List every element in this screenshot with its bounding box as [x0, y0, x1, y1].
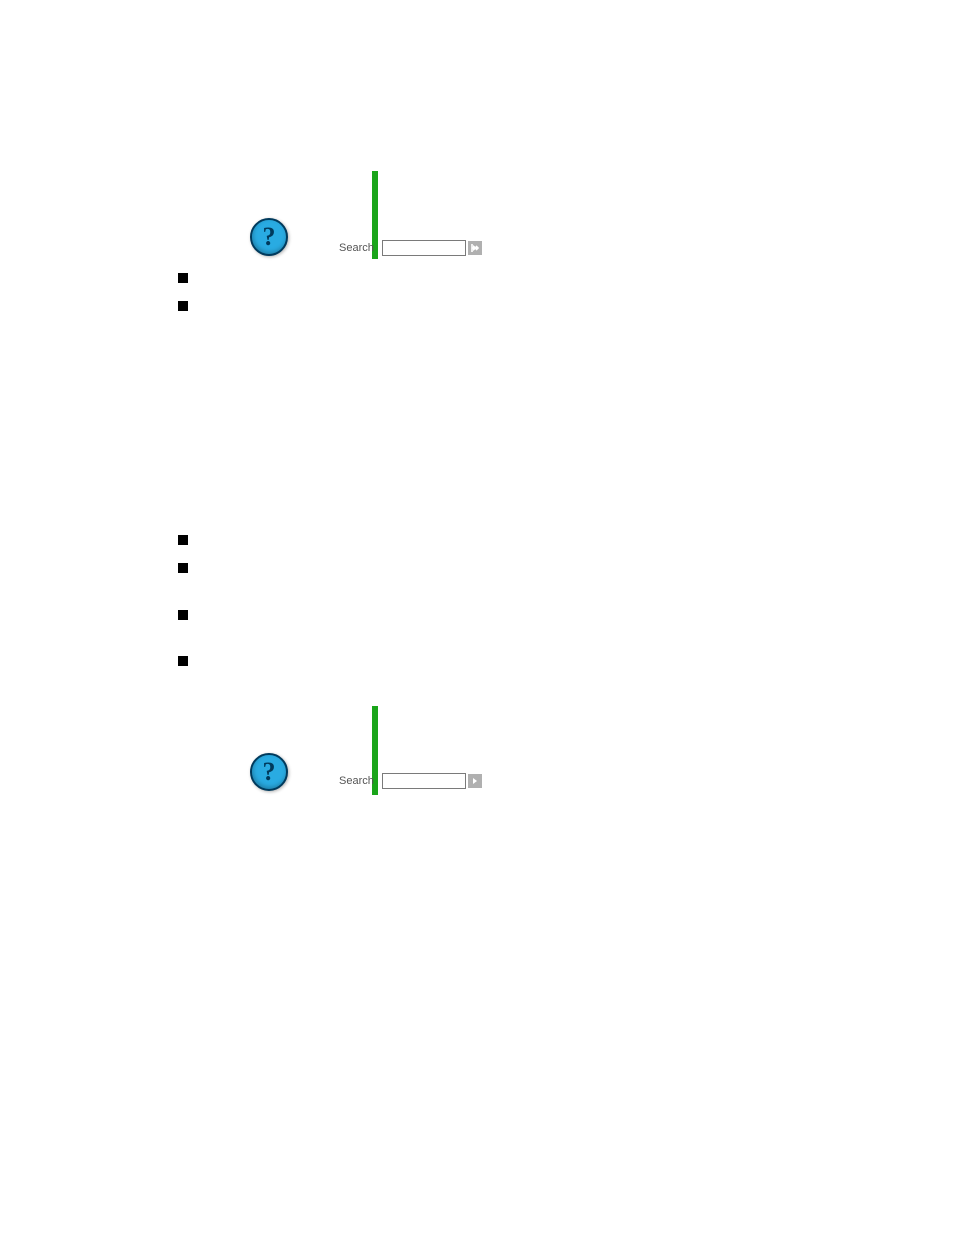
help-icon-glyph: ? [263, 224, 276, 250]
list-bullet [178, 273, 188, 283]
search-go-button[interactable] [468, 241, 482, 255]
arrow-right-icon [470, 776, 480, 786]
search-input[interactable] [382, 773, 466, 789]
list-bullet [178, 535, 188, 545]
help-icon-glyph: ? [263, 759, 276, 785]
search-group: Search [339, 773, 482, 789]
search-group: Search [339, 240, 482, 256]
search-label: Search [339, 775, 374, 787]
list-bullet [178, 610, 188, 620]
list-bullet [178, 656, 188, 666]
list-bullet [178, 563, 188, 573]
list-bullet [178, 301, 188, 311]
arrow-right-icon [470, 243, 480, 253]
help-icon[interactable]: ? [250, 218, 288, 256]
search-input[interactable] [382, 240, 466, 256]
help-icon[interactable]: ? [250, 753, 288, 791]
search-label: Search [339, 242, 374, 254]
search-go-button[interactable] [468, 774, 482, 788]
